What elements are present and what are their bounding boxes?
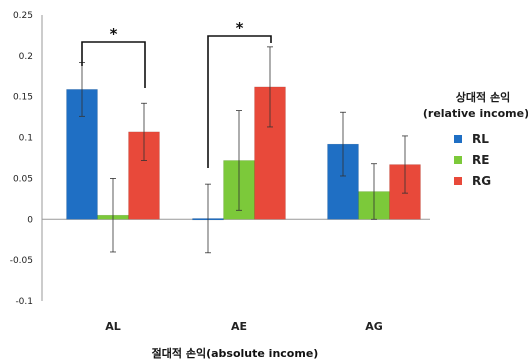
y-tick-label: 0.2 [19,52,33,62]
x-axis-title: 절대적 손익(absolute income) [152,346,319,360]
significance-brackets: * * [81,19,272,168]
error-bar-AE-RE [236,110,242,211]
legend-title-korean: 상대적 손익 [456,90,510,104]
error-bar-AG-RG [402,135,408,194]
significance-bracket: * [81,25,146,88]
error-bar-AG-RE [371,163,377,220]
y-tick-label: 0.15 [13,93,33,103]
bars-group [66,86,421,221]
y-tick-label: -0.1 [15,297,33,307]
legend-swatch [454,156,462,164]
error-bar-AE-RL [205,183,211,254]
legend-label: RL [472,132,489,146]
y-tick-label: 0.05 [13,174,33,184]
legend-item-RL: RL [454,132,489,146]
error-bar-AL-RE [110,178,116,253]
y-tick-label: -0.05 [10,256,33,266]
category-labels: AL AE AG [105,320,383,333]
legend-item-RG: RG [454,174,491,188]
y-tick-labels: 0.25 0.2 0.15 0.1 0.05 0 -0.05 -0.1 [10,11,34,307]
legend-title-english: (relative income) [423,107,528,120]
legend: 상대적 손익 (relative income) RL RE RG [423,90,528,188]
legend-swatch [454,135,462,143]
y-tick-label: 0.25 [13,11,33,21]
error-bars-group [79,46,408,254]
significance-bracket: * [207,19,272,168]
category-label: AG [365,320,383,333]
error-bar-AL-RG [141,102,147,161]
error-bar-AG-RL [340,111,346,177]
significance-star: * [110,25,118,43]
legend-label: RG [472,174,491,188]
legend-item-RE: RE [454,153,489,167]
category-label: AE [231,320,247,333]
legend-label: RE [472,153,489,167]
y-tick-label: 0 [27,215,33,225]
y-tick-label: 0.1 [19,134,33,144]
category-label: AL [105,320,121,333]
legend-swatch [454,177,462,185]
significance-star: * [236,19,244,37]
error-bar-AE-RG [267,46,273,128]
